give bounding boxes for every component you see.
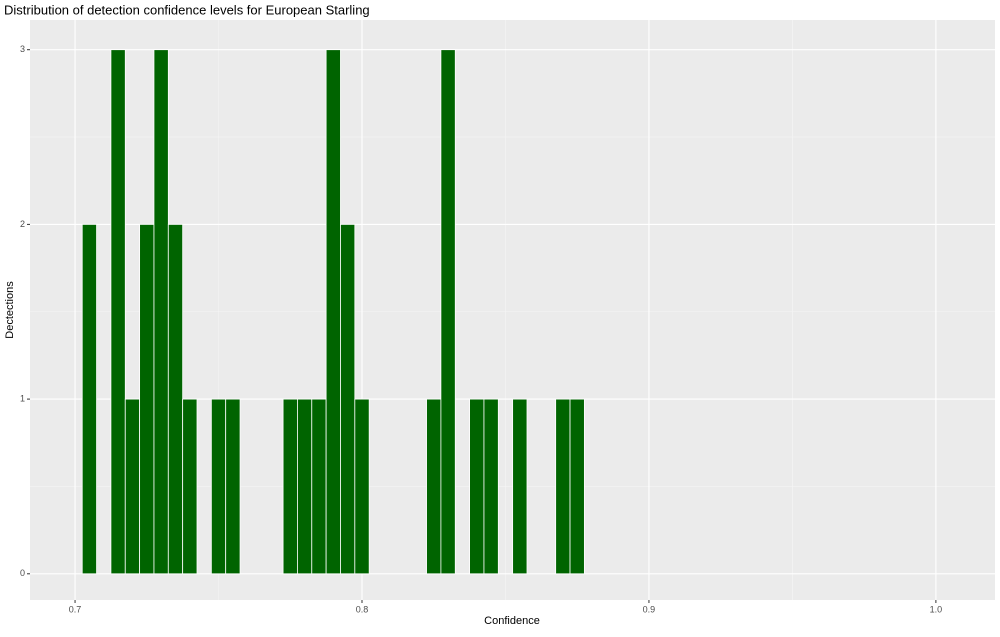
bar: [340, 223, 356, 575]
bar: [282, 398, 298, 575]
bar: [483, 398, 499, 575]
bar: [469, 398, 485, 575]
bar: [297, 398, 313, 575]
bar: [569, 398, 585, 575]
y-tick-label: 2: [20, 219, 25, 229]
y-tick-label: 1: [20, 393, 25, 403]
bar: [325, 49, 341, 575]
bar: [182, 398, 198, 575]
x-tick-label: 0.7: [69, 604, 82, 614]
x-tick-label: 0.8: [356, 604, 369, 614]
bar: [440, 49, 456, 575]
y-tick-label: 0: [20, 568, 25, 578]
bar: [153, 49, 169, 575]
bar: [225, 398, 241, 575]
bar: [210, 398, 227, 575]
bar: [167, 223, 184, 575]
bar: [124, 398, 141, 575]
x-tick-label: 1.0: [930, 604, 943, 614]
bar: [354, 398, 370, 575]
bar: [110, 49, 126, 575]
bar: [555, 398, 571, 575]
x-tick-label: 0.9: [643, 604, 656, 614]
x-axis-title: Confidence: [484, 615, 540, 627]
bar: [81, 223, 97, 575]
bar: [426, 398, 442, 575]
bar: [311, 398, 327, 575]
y-tick-label: 3: [20, 44, 25, 54]
bar: [139, 223, 155, 575]
chart-title: Distribution of detection confidence lev…: [4, 2, 370, 17]
bar: [512, 398, 528, 575]
y-axis-title: Dectections: [4, 281, 16, 339]
